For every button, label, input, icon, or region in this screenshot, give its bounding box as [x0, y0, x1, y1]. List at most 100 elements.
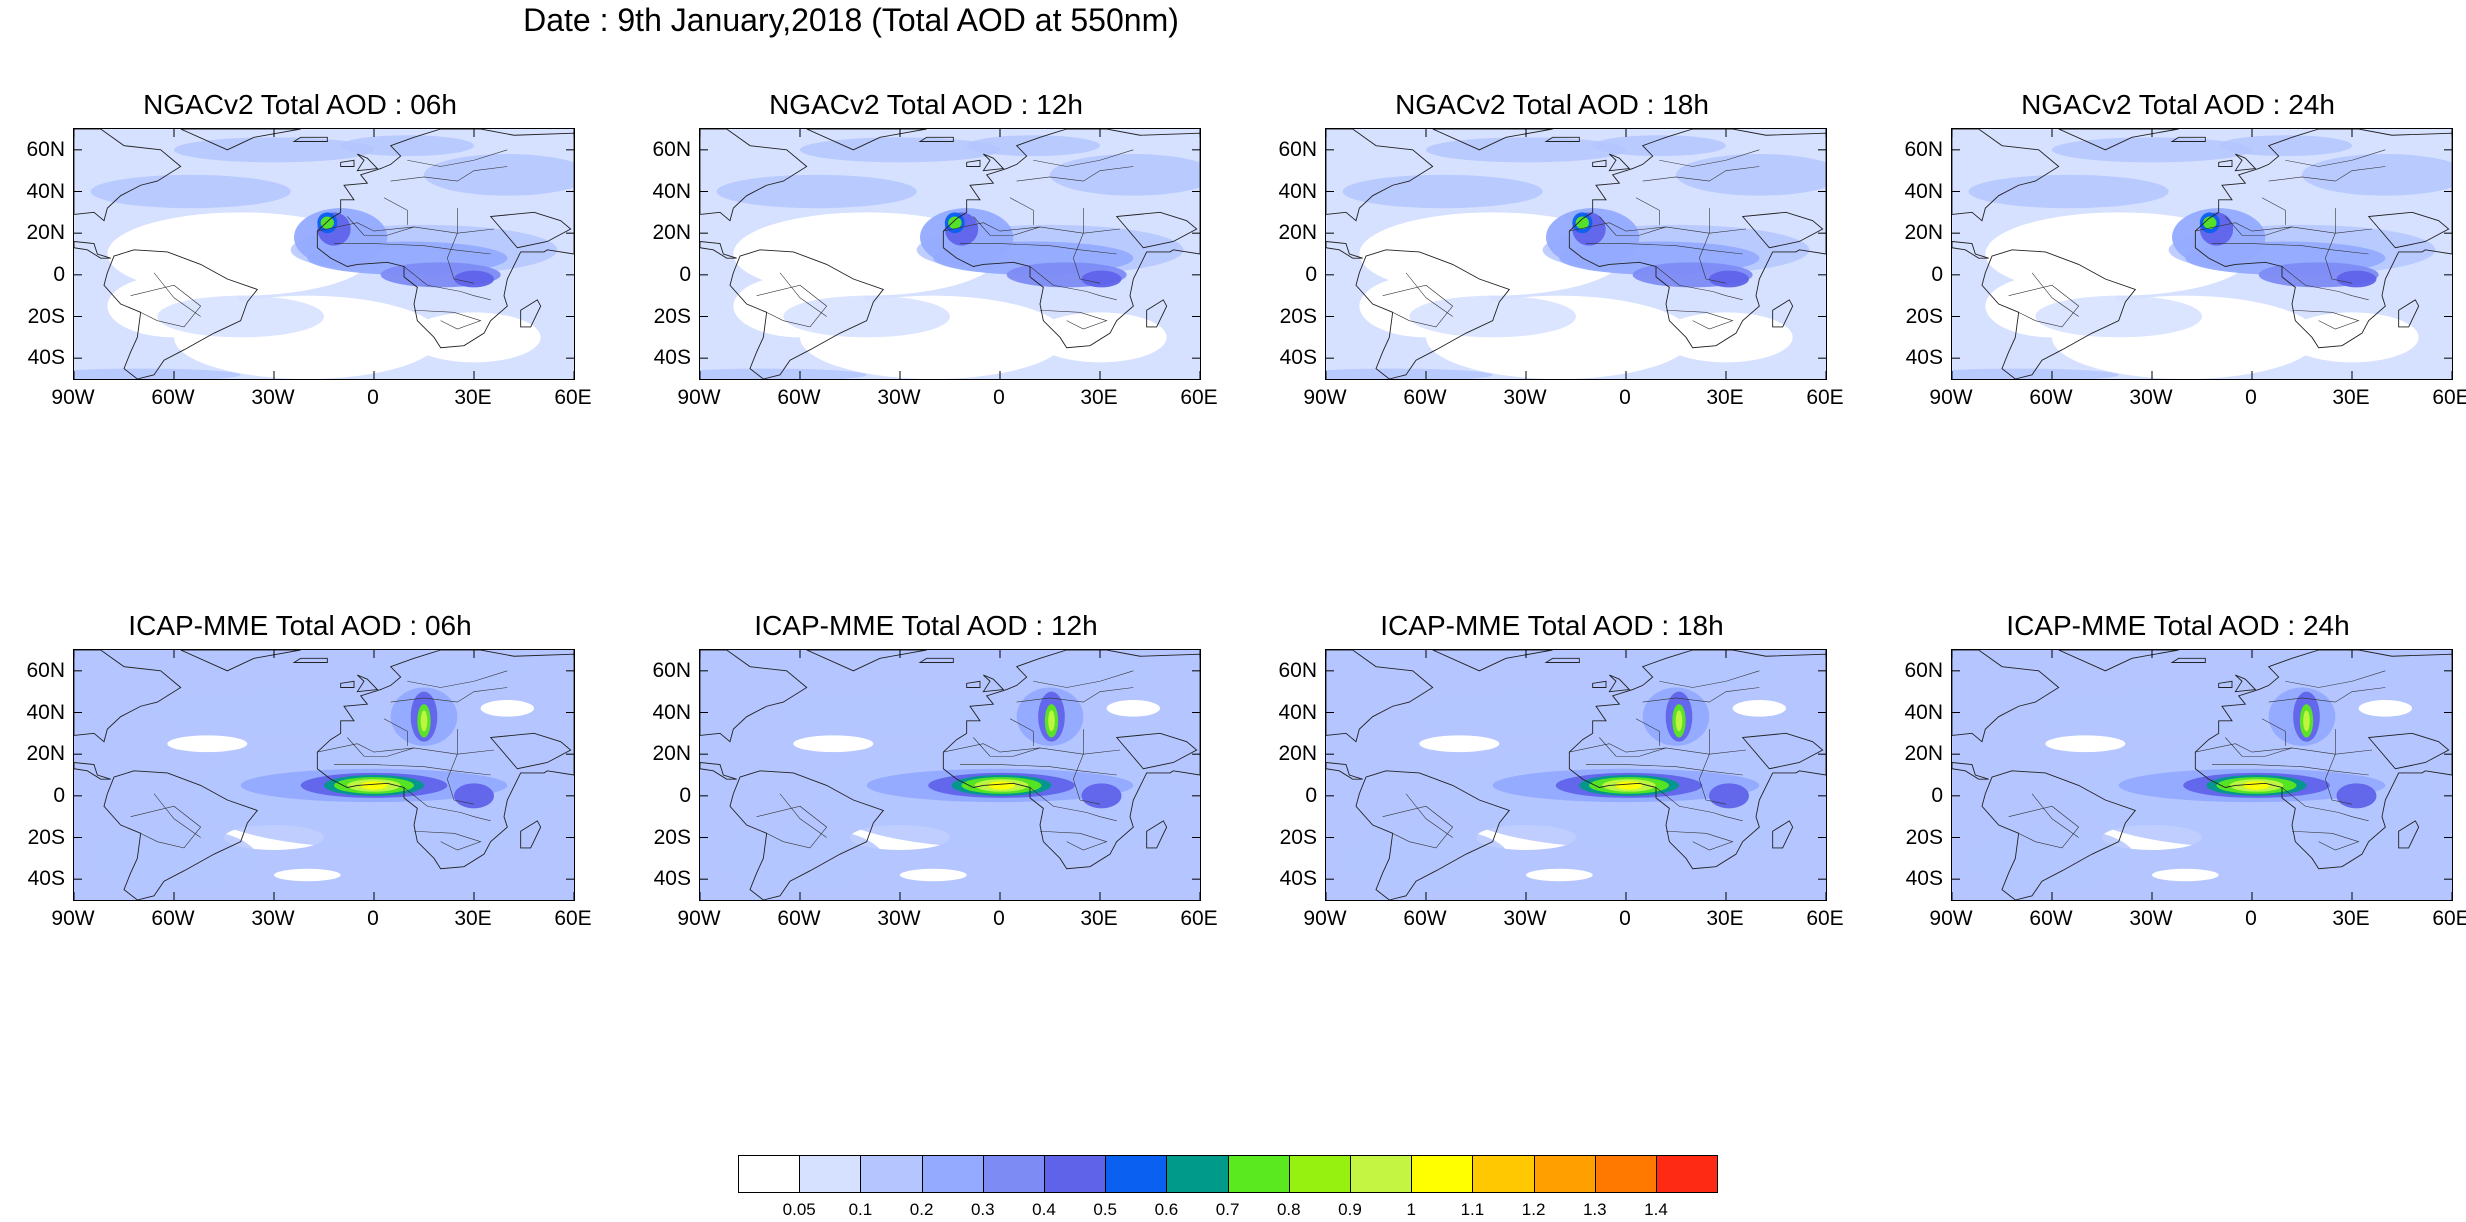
aod-field-svg — [1952, 129, 2452, 379]
colorbar-label: 0.3 — [970, 1200, 995, 1219]
lat-label: 40S — [27, 346, 65, 370]
lat-label: 40S — [653, 867, 691, 891]
aod-plume — [157, 691, 391, 734]
coastline-southamerica — [103, 249, 259, 379]
aod-map — [699, 128, 1201, 380]
aod-plume — [800, 137, 1000, 163]
coastline-iceland — [292, 136, 328, 142]
aod-clean-region — [274, 868, 341, 882]
lat-label: 20N — [26, 221, 65, 245]
lat-label: 20S — [1905, 304, 1943, 328]
aod-plume — [716, 174, 917, 209]
country-border — [317, 743, 495, 755]
coastline-madagascar — [520, 820, 542, 849]
country-border — [1016, 687, 1134, 703]
coastline-northamerica — [1952, 129, 2060, 222]
country-border — [1642, 166, 1760, 182]
colorbar-swatch — [799, 1155, 862, 1193]
coastline-central — [1326, 241, 1363, 259]
coastline-greenland — [1432, 650, 1553, 672]
coastline-northamerica — [74, 129, 182, 222]
country-border — [960, 764, 1117, 776]
coastline-central — [1326, 762, 1363, 780]
country-border — [1642, 687, 1760, 703]
coastline-madagascar — [2398, 299, 2420, 328]
colorbar-label: 0.9 — [1338, 1200, 1362, 1219]
colorbar-swatch — [860, 1155, 923, 1193]
country-border — [2261, 197, 2286, 225]
lon-label: 60W — [1403, 907, 1447, 930]
lat-label: 20S — [1905, 825, 1943, 849]
country-border — [2325, 729, 2353, 805]
country-border — [1655, 787, 1743, 822]
lon-label: 30W — [2129, 386, 2173, 409]
coastline-madagascar — [1772, 299, 1794, 328]
lon-label: 90W — [51, 907, 95, 930]
coastline-ireland — [966, 680, 981, 688]
country-border — [347, 216, 415, 236]
country-border — [1039, 309, 1108, 330]
coastline-southamerica — [1355, 770, 1511, 900]
colorbar-swatch — [982, 1155, 1045, 1193]
lon-label: 60W — [2029, 386, 2073, 409]
colorbar-swatch — [1227, 1155, 1290, 1193]
country-border — [407, 670, 508, 688]
aod-plume — [1326, 368, 1493, 379]
aod-plume — [2302, 154, 2452, 196]
country-border — [1033, 149, 1134, 167]
lat-label: 40S — [653, 346, 691, 370]
aod-plume — [966, 135, 1100, 157]
coastline-greenland — [2058, 129, 2179, 151]
lon-label: 60E — [1180, 386, 1218, 409]
country-border — [390, 687, 508, 703]
lat-label: 40N — [1278, 700, 1317, 724]
aod-plume — [1709, 783, 1749, 809]
aod-clean-region — [1526, 868, 1593, 882]
colorbar-swatch — [1533, 1155, 1596, 1193]
country-border — [1073, 729, 1101, 805]
coastline-britain — [356, 674, 379, 693]
lon-label: 0 — [367, 386, 379, 409]
aod-plume — [2336, 270, 2377, 288]
lat-label: 20N — [1904, 742, 1943, 766]
country-border — [2195, 222, 2373, 234]
country-border — [1665, 309, 1734, 330]
coastline-northamerica — [700, 129, 808, 222]
coastline-southamerica — [1981, 770, 2137, 900]
lat-label: 40S — [1905, 867, 1943, 891]
lat-label: 20S — [653, 304, 691, 328]
aod-plume — [1676, 154, 1826, 196]
coastline-britain — [982, 674, 1005, 693]
lon-label: 30E — [2332, 907, 2370, 930]
country-border — [153, 793, 201, 838]
country-border — [2212, 243, 2369, 255]
lat-label: 60N — [1278, 137, 1317, 161]
map-panel: ICAP-MME Total AOD : 18h 60N 40N 20N 0 20S 40S… — [1252, 609, 1852, 939]
country-border — [1569, 222, 1747, 234]
coastline-iceland — [1544, 657, 1580, 663]
aod-plume — [1675, 710, 1683, 732]
lat-label: 20N — [1278, 742, 1317, 766]
colorbar-swatch — [1656, 1155, 1719, 1193]
colorbar-swatch — [921, 1155, 984, 1193]
aod-field-svg — [700, 129, 1200, 379]
colorbar-label: 1.2 — [1521, 1200, 1546, 1219]
lon-label: 90W — [677, 386, 721, 409]
coastline-central — [1952, 762, 1989, 780]
country-border — [943, 743, 1121, 755]
lon-label: 30W — [1503, 386, 1547, 409]
coastline-central — [1952, 241, 1989, 259]
aod-plume — [174, 137, 374, 163]
aod-map — [73, 128, 575, 380]
colorbar-label: 1.1 — [1460, 1200, 1485, 1219]
lat-label: 0 — [1931, 783, 1943, 807]
country-border — [2281, 266, 2369, 301]
lon-label: 30E — [1080, 907, 1118, 930]
lon-label: 60W — [2029, 907, 2073, 930]
panel-title: ICAP-MME Total AOD : 12h — [754, 610, 1098, 641]
lon-label: 0 — [993, 386, 1005, 409]
aod-plume — [1409, 295, 1576, 338]
country-border — [153, 272, 201, 317]
colorbar-swatch — [1594, 1155, 1657, 1193]
lat-label: 0 — [1305, 783, 1317, 807]
